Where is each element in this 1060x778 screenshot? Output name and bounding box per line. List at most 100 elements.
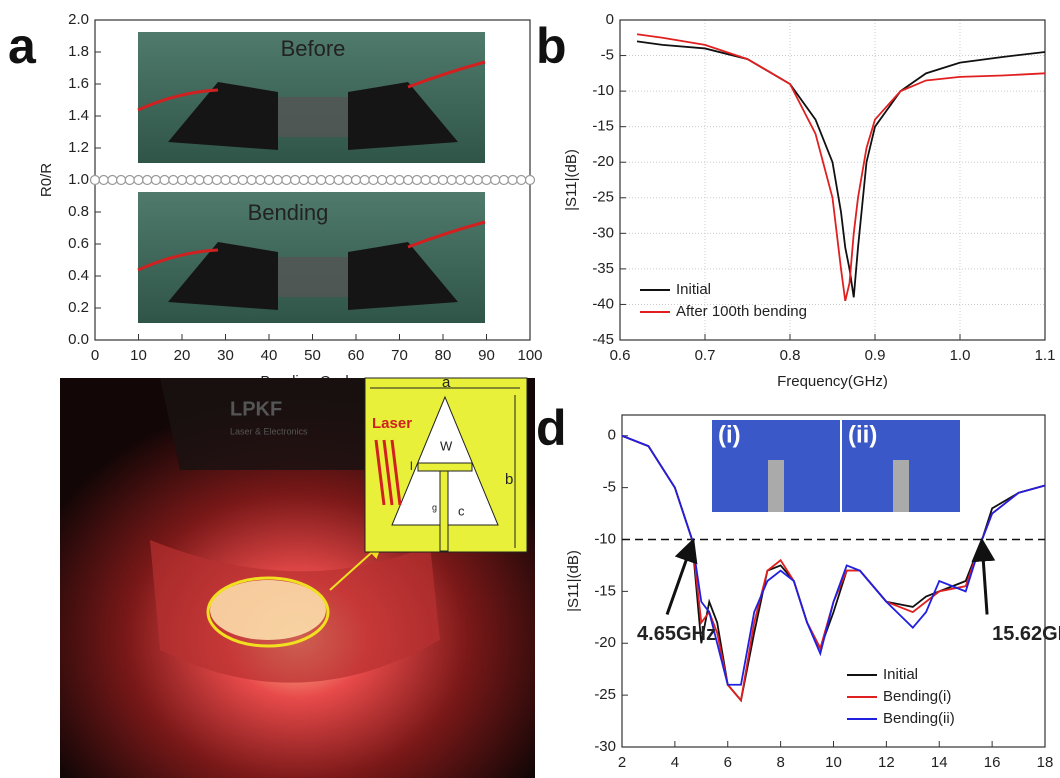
inset-connector — [768, 460, 784, 512]
data-point — [412, 176, 421, 185]
data-point — [369, 176, 378, 185]
y-tick-label: 1.6 — [68, 75, 89, 92]
figure: 01020304050607080901000.00.20.40.60.81.0… — [0, 0, 1060, 778]
panel-label: c — [8, 400, 36, 456]
antenna-feed — [418, 463, 472, 471]
x-tick-label: 60 — [348, 347, 365, 364]
y-tick-label: -25 — [592, 189, 614, 206]
x-tick-label: 80 — [435, 347, 452, 364]
data-point — [299, 176, 308, 185]
series-line — [637, 41, 1045, 297]
x-tick-label: 100 — [517, 347, 542, 364]
y-tick-label: 1.2 — [68, 139, 89, 156]
x-tick-label: 10 — [825, 754, 842, 771]
data-point — [256, 176, 265, 185]
data-point — [491, 176, 500, 185]
data-point — [99, 176, 108, 185]
data-point — [204, 176, 213, 185]
image-label: LPKF — [230, 398, 282, 420]
data-point — [499, 176, 508, 185]
x-tick-label: 12 — [878, 754, 895, 771]
y-tick-label: -15 — [592, 118, 614, 135]
image-label: l — [410, 459, 413, 473]
x-tick-label: 6 — [724, 754, 732, 771]
legend-label: Initial — [883, 666, 918, 683]
antenna-stem — [440, 471, 448, 551]
photo-label: Bending — [248, 200, 329, 225]
data-point — [265, 176, 274, 185]
inset-label: (i) — [718, 421, 741, 448]
data-point — [465, 176, 474, 185]
panel-label: a — [8, 18, 37, 74]
data-point — [308, 176, 317, 185]
data-point — [91, 176, 100, 185]
y-tick-label: -25 — [594, 686, 616, 703]
data-point — [221, 176, 230, 185]
y-tick-label: -45 — [592, 331, 614, 348]
photo-label: Before — [281, 36, 346, 61]
data-point — [169, 176, 178, 185]
y-axis-label: R0/R — [38, 163, 55, 197]
data-point — [160, 176, 169, 185]
data-point — [404, 176, 413, 185]
x-tick-label: 10 — [130, 347, 147, 364]
image-label: b — [505, 471, 513, 488]
photo-fabric — [268, 97, 358, 137]
data-point — [195, 176, 204, 185]
data-point — [117, 176, 126, 185]
data-point — [178, 176, 187, 185]
annotation-arrow — [982, 544, 987, 615]
y-tick-label: -5 — [601, 47, 614, 64]
x-tick-label: 16 — [984, 754, 1001, 771]
x-tick-label: 0.9 — [865, 347, 886, 364]
x-tick-label: 18 — [1037, 754, 1054, 771]
legend-label: Initial — [676, 281, 711, 298]
y-tick-label: 0 — [606, 11, 614, 28]
legend-label: Bending(i) — [883, 688, 951, 705]
inset-label: (ii) — [848, 421, 877, 448]
y-tick-label: 0.2 — [68, 299, 89, 316]
annotation: 4.65GHz — [637, 623, 716, 645]
panel-label: d — [536, 400, 567, 456]
x-tick-label: 20 — [174, 347, 191, 364]
data-point — [212, 176, 221, 185]
data-point — [421, 176, 430, 185]
data-point — [143, 176, 152, 185]
data-point — [352, 176, 361, 185]
y-tick-label: -10 — [592, 82, 614, 99]
y-tick-label: 1.8 — [68, 43, 89, 60]
x-tick-label: 0.8 — [780, 347, 801, 364]
y-tick-label: -10 — [594, 530, 616, 547]
x-tick-label: 0.7 — [695, 347, 716, 364]
legend-label: Bending(ii) — [883, 710, 955, 727]
x-tick-label: 14 — [931, 754, 948, 771]
x-tick-label: 4 — [671, 754, 679, 771]
y-tick-label: 0.6 — [68, 235, 89, 252]
y-tick-label: -30 — [592, 224, 614, 241]
x-axis-label: Frequency(GHz) — [777, 373, 888, 390]
y-tick-label: 0.0 — [68, 331, 89, 348]
y-axis-label: |S11|(dB) — [565, 550, 582, 612]
data-point — [395, 176, 404, 185]
y-axis-label: |S11|(dB) — [563, 149, 580, 211]
image-label: Laser & Electronics — [230, 426, 308, 436]
data-point — [273, 176, 282, 185]
data-point — [282, 176, 291, 185]
data-point — [473, 176, 482, 185]
y-tick-label: -5 — [603, 479, 616, 496]
data-point — [360, 176, 369, 185]
x-tick-label: 50 — [304, 347, 321, 364]
data-point — [325, 176, 334, 185]
data-point — [343, 176, 352, 185]
y-tick-label: 1.0 — [68, 171, 89, 188]
y-tick-label: 0.4 — [68, 267, 89, 284]
image-label: W — [440, 438, 453, 453]
data-point — [291, 176, 300, 185]
image-label: c — [458, 503, 465, 518]
y-tick-label: -35 — [592, 260, 614, 277]
data-point — [108, 176, 117, 185]
data-point — [134, 176, 143, 185]
x-tick-label: 90 — [478, 347, 495, 364]
annotation: 15.62GHz — [992, 623, 1060, 645]
y-tick-label: 1.4 — [68, 107, 89, 124]
